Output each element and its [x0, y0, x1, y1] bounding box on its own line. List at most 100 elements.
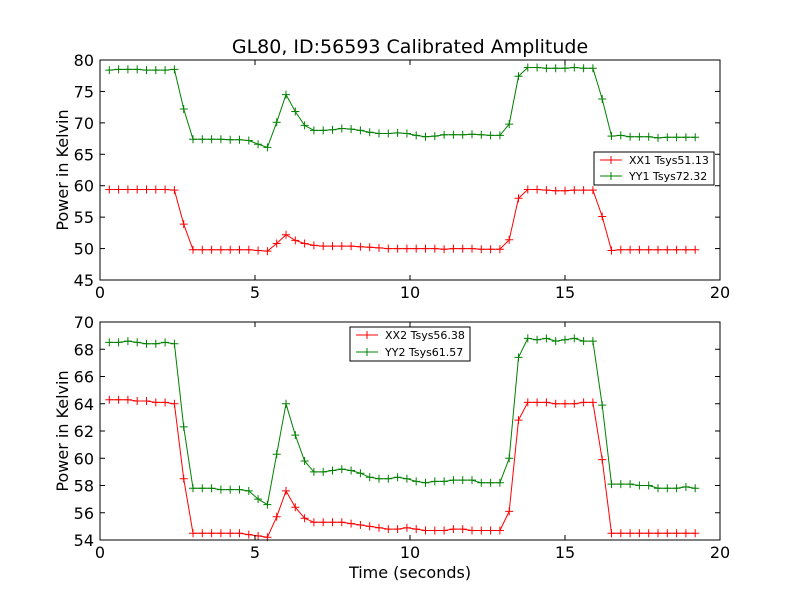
data-point	[598, 455, 607, 464]
data-point	[207, 135, 216, 144]
data-point	[198, 135, 207, 144]
data-point	[161, 398, 170, 407]
data-point	[681, 529, 690, 538]
data-point	[161, 338, 170, 347]
data-point	[421, 244, 430, 253]
data-point	[635, 529, 644, 538]
data-point	[570, 186, 579, 195]
data-point	[533, 185, 542, 194]
legend-marker-yy2	[363, 348, 371, 356]
data-point	[216, 485, 225, 494]
legend-label-xx1: XX1 Tsys51.13	[629, 154, 709, 167]
data-point	[226, 529, 235, 538]
data-point	[533, 335, 542, 344]
data-point	[319, 518, 328, 527]
data-point	[607, 132, 616, 141]
data-point	[421, 526, 430, 535]
data-point	[375, 243, 383, 252]
data-point	[449, 244, 458, 253]
data-point	[198, 529, 207, 538]
data-point	[570, 399, 579, 408]
data-point	[226, 245, 235, 254]
y-tick-label: 58	[74, 477, 94, 496]
data-point	[300, 457, 309, 465]
data-point	[328, 125, 337, 134]
data-point	[123, 395, 132, 404]
data-point	[254, 246, 263, 255]
data-point	[189, 245, 197, 254]
data-point	[254, 495, 263, 504]
data-point	[216, 529, 225, 538]
data-point	[430, 132, 439, 141]
series-line	[109, 189, 696, 252]
series-layer	[105, 334, 700, 542]
data-point	[263, 143, 272, 152]
data-point	[244, 136, 253, 145]
data-point	[523, 185, 532, 194]
data-point	[347, 125, 356, 134]
data-point	[579, 186, 588, 195]
series-0	[105, 185, 700, 256]
data-point	[347, 242, 356, 251]
data-point	[235, 135, 244, 144]
legend-marker-yy1	[607, 172, 615, 180]
x-tick-label: 15	[555, 283, 575, 302]
data-point	[365, 522, 374, 531]
series-1	[105, 334, 700, 509]
data-point	[449, 476, 458, 485]
x-axis-label: Time (seconds)	[348, 563, 471, 582]
data-point	[533, 398, 542, 407]
data-point	[514, 353, 523, 362]
data-point	[598, 401, 607, 410]
data-point	[402, 244, 411, 253]
data-point	[142, 185, 151, 194]
data-point	[486, 526, 495, 535]
top-chart: GL80, ID:56593 Calibrated Amplitude Powe…	[53, 36, 730, 302]
data-point	[663, 484, 672, 493]
y-axis-label: Power in Kelvin	[53, 370, 72, 491]
data-point	[226, 485, 235, 494]
data-point	[356, 469, 365, 478]
data-point	[133, 185, 142, 194]
data-point	[216, 245, 225, 254]
data-point	[495, 245, 504, 254]
data-point	[328, 242, 337, 251]
data-point	[133, 65, 142, 74]
data-point	[672, 529, 681, 538]
data-point	[216, 135, 225, 144]
data-point	[644, 529, 653, 538]
x-tick-label: 15	[555, 543, 575, 562]
data-point	[189, 484, 197, 493]
data-point	[282, 230, 290, 239]
data-point	[384, 244, 393, 253]
data-point	[254, 140, 263, 149]
data-point	[235, 529, 244, 538]
data-point	[486, 478, 495, 487]
data-point	[356, 242, 365, 251]
data-point	[347, 466, 356, 475]
data-point	[468, 244, 476, 253]
data-point	[402, 523, 411, 532]
data-point	[607, 529, 616, 538]
data-point	[207, 484, 216, 493]
data-point	[505, 120, 514, 129]
data-point	[616, 480, 625, 489]
data-point	[412, 477, 421, 486]
data-point	[402, 474, 411, 483]
data-point	[198, 245, 207, 254]
data-point	[114, 65, 123, 74]
data-point	[123, 337, 132, 346]
data-point	[142, 397, 151, 405]
data-point	[309, 126, 318, 135]
y-tick-label: 54	[74, 531, 94, 550]
data-point	[105, 66, 114, 75]
data-point	[505, 454, 514, 463]
data-point	[505, 235, 514, 244]
data-point	[235, 485, 244, 494]
data-point	[170, 339, 179, 348]
data-point	[207, 245, 216, 254]
legend: XX1 Tsys51.13 YY1 Tsys72.32	[593, 151, 715, 186]
data-point	[616, 131, 625, 140]
data-point	[691, 484, 700, 493]
data-point	[626, 529, 635, 538]
